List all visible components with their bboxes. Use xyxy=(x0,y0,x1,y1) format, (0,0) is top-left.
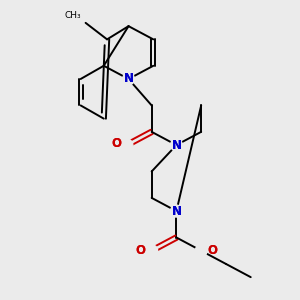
Circle shape xyxy=(170,205,182,217)
Text: O: O xyxy=(207,244,217,257)
Text: N: N xyxy=(124,73,134,85)
Text: N: N xyxy=(171,205,182,218)
Text: O: O xyxy=(136,244,146,257)
Text: O: O xyxy=(136,244,146,257)
Text: CH₃: CH₃ xyxy=(64,11,81,20)
Circle shape xyxy=(195,245,207,257)
Circle shape xyxy=(146,245,158,257)
Text: N: N xyxy=(171,139,182,152)
Circle shape xyxy=(123,73,134,85)
Circle shape xyxy=(170,139,182,151)
Circle shape xyxy=(121,139,133,151)
Text: O: O xyxy=(111,137,121,150)
Text: O: O xyxy=(111,137,121,150)
Text: N: N xyxy=(171,205,182,218)
Text: O: O xyxy=(207,244,217,257)
Text: N: N xyxy=(171,139,182,152)
Text: N: N xyxy=(124,73,134,85)
